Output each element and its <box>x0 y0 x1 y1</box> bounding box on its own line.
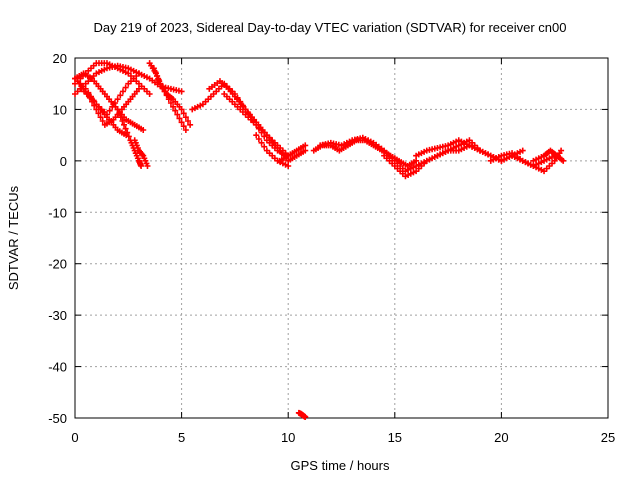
data-point <box>86 94 93 101</box>
data-point <box>122 125 129 132</box>
y-axis-label: SDTVAR / TECUs <box>6 185 21 290</box>
data-point <box>121 121 128 128</box>
data-point <box>114 106 121 113</box>
data-point <box>157 80 164 87</box>
data-point <box>255 136 262 142</box>
data-point <box>167 100 174 106</box>
data-point <box>135 85 142 92</box>
data-point <box>261 143 268 150</box>
x-axis-label: GPS time / hours <box>291 458 390 473</box>
data-point <box>176 115 183 122</box>
data-point <box>178 106 185 113</box>
data-point <box>99 118 106 124</box>
x-tick-label: 10 <box>281 430 295 445</box>
series-arc-w <box>530 147 567 164</box>
data-point <box>154 73 161 79</box>
series-arc-h <box>131 137 151 169</box>
y-tick-label: -40 <box>48 360 67 375</box>
data-point <box>413 157 420 164</box>
chart-title: Day 219 of 2023, Sidereal Day-to-day VTE… <box>93 20 566 35</box>
data-point <box>302 413 309 420</box>
data-point <box>114 96 121 103</box>
data-point <box>180 123 187 130</box>
data-point <box>159 84 166 91</box>
data-point <box>117 92 124 99</box>
data-point <box>161 88 168 95</box>
series-arc-o <box>276 142 309 164</box>
data-point <box>106 107 113 114</box>
data-point <box>93 106 100 113</box>
data-point <box>125 133 132 140</box>
data-point <box>119 88 126 95</box>
series-arc-f <box>76 80 142 128</box>
series-arc-v <box>509 147 565 175</box>
x-tick-label: 5 <box>178 430 185 445</box>
x-tick-label: 25 <box>601 430 615 445</box>
data-point <box>519 147 526 154</box>
series-arc-m <box>221 91 292 159</box>
data-point <box>174 111 181 118</box>
data-point <box>302 142 309 149</box>
data-point <box>155 76 162 83</box>
series-arc-g <box>114 106 145 169</box>
y-tick-label: -10 <box>48 205 67 220</box>
data-point <box>178 88 185 95</box>
data-layer <box>72 60 567 420</box>
data-point <box>302 147 309 154</box>
y-tick-label: -30 <box>48 308 67 323</box>
data-point <box>172 107 179 114</box>
data-point <box>122 84 129 91</box>
data-point <box>178 119 185 126</box>
series-outlier <box>295 409 309 420</box>
data-point <box>144 163 151 169</box>
data-point <box>150 65 157 72</box>
data-point <box>180 110 187 117</box>
data-point <box>138 163 145 169</box>
y-tick-label: 10 <box>53 102 67 117</box>
data-point <box>117 114 124 121</box>
data-point <box>140 127 147 133</box>
data-point <box>89 98 96 105</box>
data-point <box>258 139 265 146</box>
data-point <box>124 129 131 136</box>
y-tick-label: -50 <box>48 411 67 426</box>
data-point <box>558 147 565 154</box>
data-point <box>135 70 142 77</box>
data-point <box>84 91 91 97</box>
data-point <box>91 102 98 109</box>
series-arc-j <box>150 65 189 133</box>
x-tick-label: 20 <box>494 430 508 445</box>
data-point <box>560 157 567 164</box>
y-tick-label: 20 <box>53 51 67 66</box>
x-tick-label: 15 <box>388 430 402 445</box>
data-point <box>97 114 104 121</box>
data-point <box>109 103 116 110</box>
y-tick-label: 0 <box>60 154 67 169</box>
tick-layer: 0 5 10 15 20 25 -50 -40 -30 -20 -10 0 10 20 <box>48 51 615 445</box>
series-arc-q <box>317 134 430 175</box>
data-point <box>163 92 170 99</box>
plot-frame <box>74 57 609 419</box>
series-arc-p <box>310 137 420 169</box>
grid-layer <box>75 58 608 418</box>
x-tick-label: 0 <box>71 430 78 445</box>
data-point <box>95 110 102 117</box>
data-point <box>111 100 118 106</box>
data-point <box>182 127 189 133</box>
data-point <box>187 121 194 128</box>
data-point <box>184 118 191 124</box>
data-point <box>152 69 159 76</box>
data-point <box>170 103 177 110</box>
data-point <box>146 91 153 97</box>
data-point <box>119 118 126 124</box>
data-point <box>253 132 260 139</box>
data-point <box>285 163 292 169</box>
y-tick-label: -20 <box>48 257 67 272</box>
data-point <box>182 114 189 121</box>
data-point <box>165 96 172 103</box>
data-point <box>116 110 123 117</box>
